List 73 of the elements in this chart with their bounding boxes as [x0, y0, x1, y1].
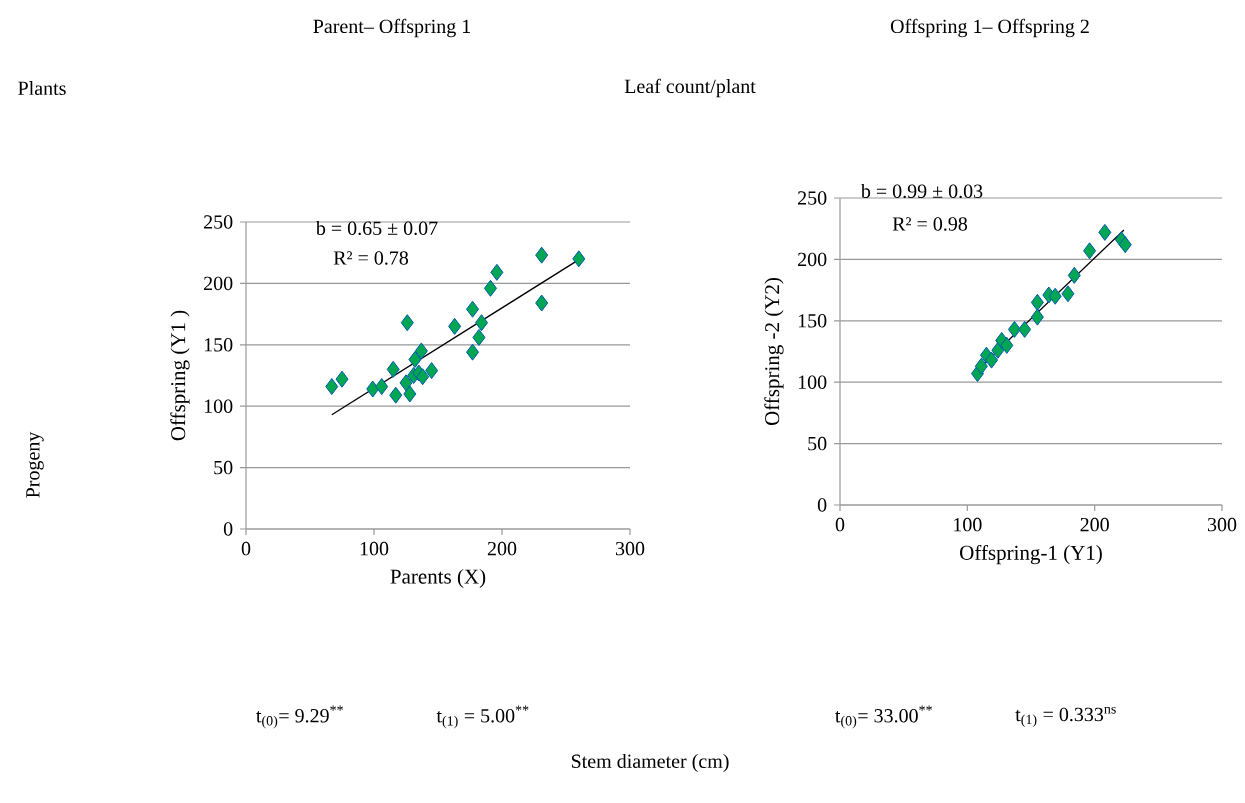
- chart-title: Parent– Offspring 1: [313, 18, 471, 38]
- point: [466, 300, 480, 318]
- y-tick-label: 100: [204, 399, 233, 413]
- y-tick-label: 150: [798, 314, 827, 328]
- point: [483, 279, 497, 297]
- point: [403, 385, 417, 403]
- text: t$_{(1)}$ = 5.00$^{**}$: [436, 705, 529, 729]
- text: t$_{(0)}$= 33.00$^{**}$: [835, 705, 932, 729]
- y-tick-label: 150: [204, 338, 233, 352]
- annotation: b = 0.65 ± 0.07: [315, 220, 438, 236]
- point: [490, 263, 504, 281]
- x-tick-label: 0: [835, 517, 845, 532]
- point: [1061, 285, 1075, 303]
- annotation: R² = 0.78: [333, 251, 409, 265]
- y-tick-label: 250: [204, 215, 233, 229]
- x-tick-label: 100: [360, 541, 389, 556]
- y-tick-label: 50: [214, 460, 233, 475]
- x-tick-label: 100: [954, 517, 982, 532]
- point: [416, 368, 430, 386]
- point: [400, 314, 414, 332]
- x-tick-label: 300: [1207, 517, 1237, 532]
- point: [375, 378, 389, 396]
- point: [475, 314, 489, 332]
- point: [414, 342, 428, 360]
- x-axis-title: Offspring-1 (Y1): [960, 544, 1102, 565]
- point: [472, 328, 486, 346]
- text: Stem diameter (cm): [571, 753, 729, 773]
- point: [1030, 308, 1044, 326]
- text: t$_{(1)}$ = 0.333$^{ns}$: [1015, 706, 1116, 728]
- point: [399, 374, 413, 392]
- x-axis-title: Parents (X): [390, 568, 486, 588]
- y-tick-label: 50: [808, 436, 827, 451]
- point: [408, 351, 422, 369]
- chart-title: Offspring 1– Offspring 2: [890, 18, 1089, 38]
- x-tick-label: 200: [1080, 517, 1109, 532]
- y-tick-label: 250: [798, 191, 827, 205]
- point: [366, 380, 380, 398]
- point: [535, 246, 549, 264]
- y-axis-title: Offspring (Y1 ): [170, 310, 190, 441]
- text: Leaf count/plant: [624, 78, 756, 98]
- point: [1083, 242, 1097, 260]
- point: [335, 370, 349, 388]
- text: t$_{(0)}$= 9.29$^{**}$: [256, 705, 343, 729]
- point: [1098, 223, 1112, 241]
- x-tick-label: 200: [487, 541, 517, 556]
- point: [448, 317, 462, 335]
- y-tick-label: 200: [204, 276, 233, 291]
- point: [985, 351, 999, 369]
- point: [389, 386, 403, 404]
- point: [325, 378, 339, 396]
- y-tick-label: 200: [798, 252, 827, 267]
- text: Progeny: [26, 431, 44, 498]
- point: [466, 343, 480, 361]
- text: Plants: [18, 80, 66, 96]
- x-tick-label: 0: [241, 541, 251, 556]
- y-tick-label: 0: [817, 498, 827, 512]
- point: [974, 357, 988, 375]
- point: [1067, 266, 1081, 284]
- point: [1018, 320, 1032, 338]
- x-tick-label: 300: [615, 541, 645, 556]
- point: [425, 362, 439, 380]
- point: [1048, 287, 1062, 305]
- point: [1000, 336, 1014, 354]
- point: [1118, 236, 1132, 254]
- annotation: R² = 0.98: [892, 217, 968, 231]
- point: [1030, 293, 1044, 311]
- y-tick-label: 100: [798, 375, 827, 389]
- y-axis-title: Offspring -2 (Y2): [764, 277, 784, 426]
- annotation: b = 0.99 ± 0.03: [860, 183, 983, 199]
- point: [535, 294, 549, 312]
- point: [572, 250, 586, 268]
- point: [1007, 320, 1021, 338]
- point: [386, 360, 400, 378]
